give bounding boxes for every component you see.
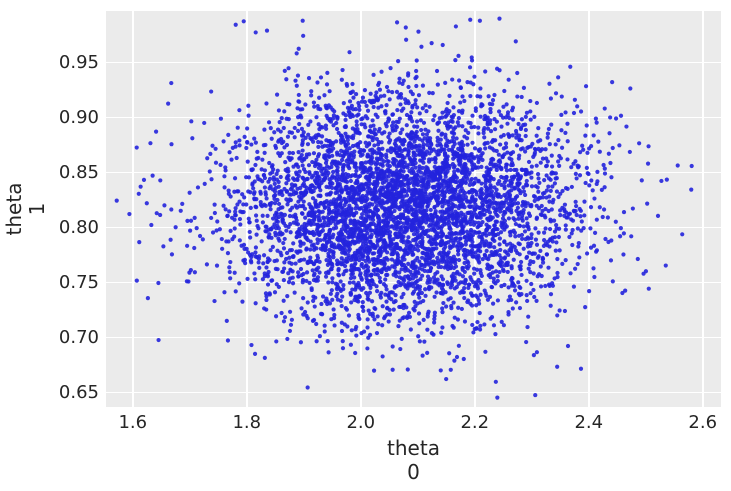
y-tick-label: 0.90 [58,106,99,128]
y-axis-label-line1: theta [2,182,26,236]
plot-area [106,11,721,407]
x-tick-label: 2.4 [574,412,604,433]
y-tick-label: 0.70 [58,326,99,348]
y-tick-label: 0.75 [58,271,99,293]
x-tick-label: 2.6 [688,412,718,433]
y-tick-label: 0.80 [58,216,99,238]
y-axis-label-line2: 1 [25,202,49,216]
y-tick-label: 0.95 [58,51,99,73]
y-tick-label: 0.65 [58,381,99,403]
x-tick-label: 1.6 [118,412,148,433]
x-axis-label: theta 0 [353,436,474,484]
x-axis-label-line2: 0 [407,460,420,484]
x-tick-label: 2.0 [346,412,376,433]
y-axis-label: theta 1 [2,159,49,259]
x-axis-label-line1: theta [387,436,440,460]
y-tick-label: 0.85 [58,161,99,183]
scatter-points-canvas [106,11,721,407]
x-tick-label: 2.2 [460,412,490,433]
x-tick-label: 1.8 [232,412,262,433]
